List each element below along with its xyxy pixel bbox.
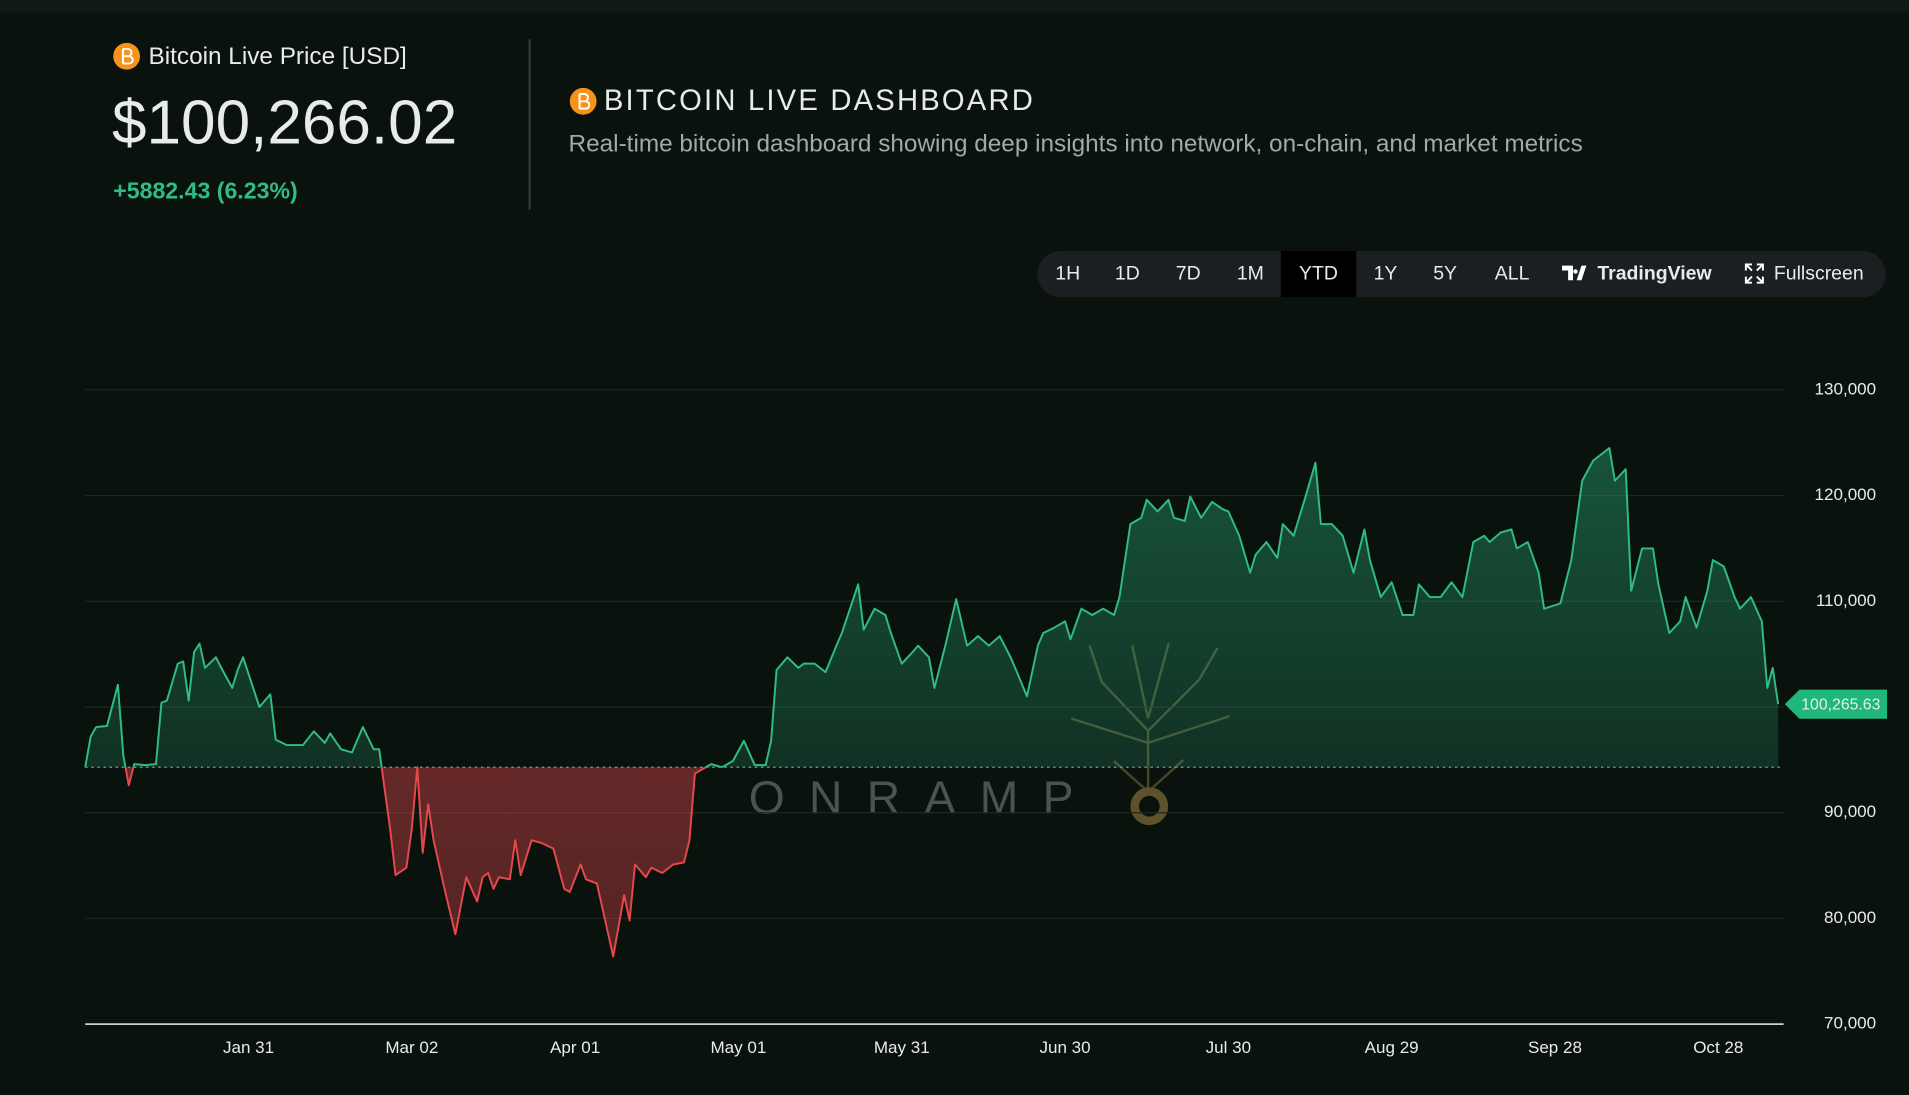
last-price-label: 100,265.63: [1801, 697, 1880, 714]
dashboard-title: BITCOIN LIVE DASHBOARD: [604, 85, 1035, 117]
top-strip: [0, 0, 1909, 13]
x-tick-label: Sep 28: [1528, 1038, 1582, 1057]
range-button[interactable]: 1D: [1115, 262, 1140, 284]
last-price-tag: [1784, 689, 1888, 719]
range-button[interactable]: 5Y: [1433, 262, 1457, 284]
btc-icon: [113, 42, 141, 70]
x-tick-label: Mar 02: [385, 1038, 438, 1057]
watermark: ONRAMP: [749, 772, 1098, 824]
range-selected: [1280, 251, 1357, 298]
x-tick-label: May 01: [711, 1038, 767, 1057]
range-button[interactable]: ALL: [1495, 262, 1530, 284]
area-fill: [85, 447, 1779, 957]
x-tick-label: Jun 30: [1039, 1038, 1090, 1057]
fullscreen-icon: [1744, 263, 1764, 284]
dashboard-subtitle: Real-time bitcoin dashboard showing deep…: [569, 131, 1583, 158]
tool-button[interactable]: TradingView: [1597, 262, 1712, 284]
x-tick-label: Oct 28: [1693, 1038, 1743, 1057]
y-tick-label: 120,000: [1815, 485, 1877, 504]
btc-icon: [569, 87, 597, 115]
price-line: [84, 447, 1780, 958]
x-tick-label: Jan 31: [223, 1038, 274, 1057]
price-change: +5882.43 (6.23%): [113, 178, 298, 204]
y-tick-label: 80,000: [1824, 908, 1876, 927]
range-button[interactable]: 1H: [1055, 262, 1080, 284]
x-tick-label: Aug 29: [1365, 1038, 1419, 1057]
price-title: Bitcoin Live Price [USD]: [149, 43, 407, 70]
y-tick-label: 70,000: [1824, 1014, 1876, 1033]
y-tick-label: 110,000: [1816, 591, 1876, 610]
range-button[interactable]: 7D: [1176, 262, 1201, 284]
x-tick-label: May 31: [874, 1038, 930, 1057]
tool-button[interactable]: Fullscreen: [1774, 262, 1864, 284]
range-button[interactable]: YTD: [1299, 262, 1338, 284]
price: $100,266.02: [112, 88, 457, 157]
y-tick-label: 90,000: [1824, 802, 1876, 821]
range-button[interactable]: 1Y: [1374, 262, 1398, 284]
range-button[interactable]: 1M: [1237, 262, 1264, 284]
y-tick-label: 130,000: [1815, 379, 1877, 398]
x-tick-label: Jul 30: [1206, 1038, 1251, 1057]
range-bar: [1037, 251, 1886, 298]
x-tick-label: Apr 01: [550, 1038, 600, 1057]
